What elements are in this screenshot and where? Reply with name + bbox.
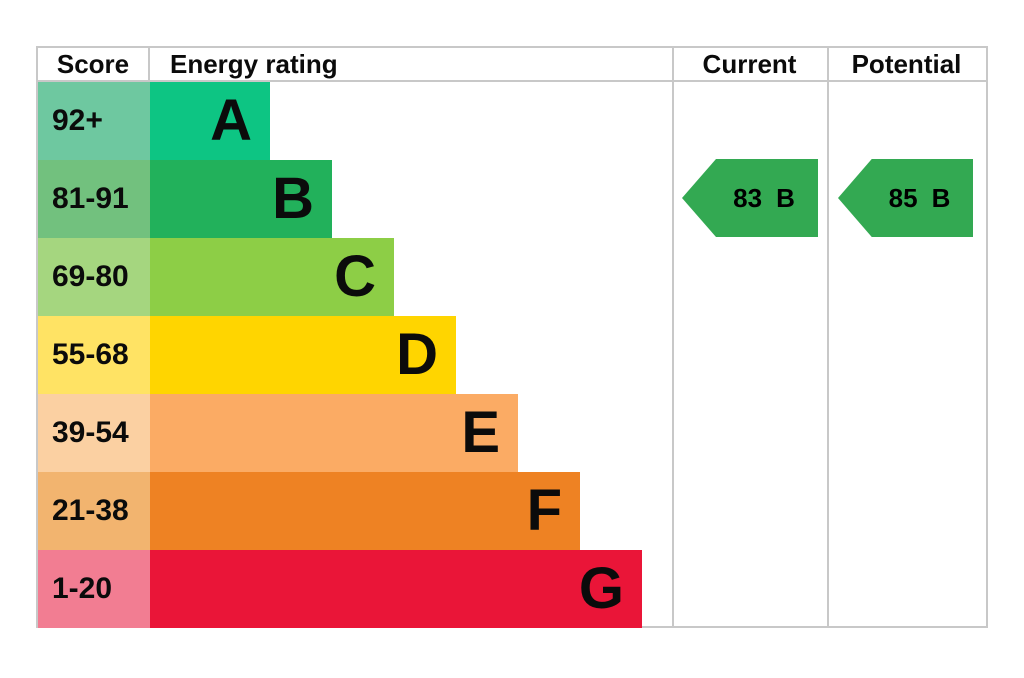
band-score-c: 69-80 — [38, 238, 150, 316]
band-row-e: 39-54 E — [38, 394, 642, 472]
chart-frame: Score Energy rating Current Potential 92… — [36, 46, 988, 628]
band-row-f: 21-38 F — [38, 472, 642, 550]
band-bar-d: D — [150, 316, 456, 394]
band-letter-d: D — [396, 322, 438, 387]
band-row-g: 1-20 G — [38, 550, 642, 628]
band-row-d: 55-68 D — [38, 316, 642, 394]
band-letter-c: C — [334, 244, 376, 309]
band-letter-f: F — [526, 478, 562, 543]
band-bar-c: C — [150, 238, 394, 316]
band-score-b: 81-91 — [38, 160, 150, 238]
rating-bands: 92+ A 81-91 B 69-80 C 55-68 D 39-54 E 21-38 F 1-20 G — [38, 82, 642, 628]
band-bar-a: A — [150, 82, 270, 160]
band-letter-g: G — [578, 556, 624, 621]
current-rating-letter: B — [776, 182, 795, 213]
band-score-a: 92+ — [38, 82, 150, 160]
current-column-divider — [672, 48, 674, 626]
band-bar-b: B — [150, 160, 332, 238]
band-letter-a: A — [210, 88, 252, 153]
energy-rating-column-header: Energy rating — [170, 48, 338, 79]
band-score-f: 21-38 — [38, 472, 150, 550]
band-bar-f: F — [150, 472, 580, 550]
band-letter-b: B — [272, 166, 314, 231]
current-rating-arrow: 83 B — [682, 159, 818, 237]
band-row-a: 92+ A — [38, 82, 642, 160]
potential-rating-letter: B — [931, 182, 951, 213]
band-score-e: 39-54 — [38, 394, 150, 472]
current-column-header: Current — [702, 48, 797, 79]
band-letter-e: E — [461, 400, 500, 465]
band-bar-e: E — [150, 394, 518, 472]
potential-column-header: Potential — [851, 48, 962, 79]
band-row-b: 81-91 B — [38, 160, 642, 238]
chart-header: Score Energy rating Current Potential — [38, 48, 986, 82]
band-row-c: 69-80 C — [38, 238, 642, 316]
current-rating-value: 83 — [733, 182, 763, 213]
potential-rating-arrow: 85 B — [838, 159, 973, 237]
score-column-header: Score — [38, 48, 150, 80]
band-bar-g: G — [150, 550, 642, 628]
band-score-d: 55-68 — [38, 316, 150, 394]
potential-column-divider — [827, 48, 829, 626]
band-score-g: 1-20 — [38, 550, 150, 628]
potential-rating-value: 85 — [888, 182, 918, 213]
